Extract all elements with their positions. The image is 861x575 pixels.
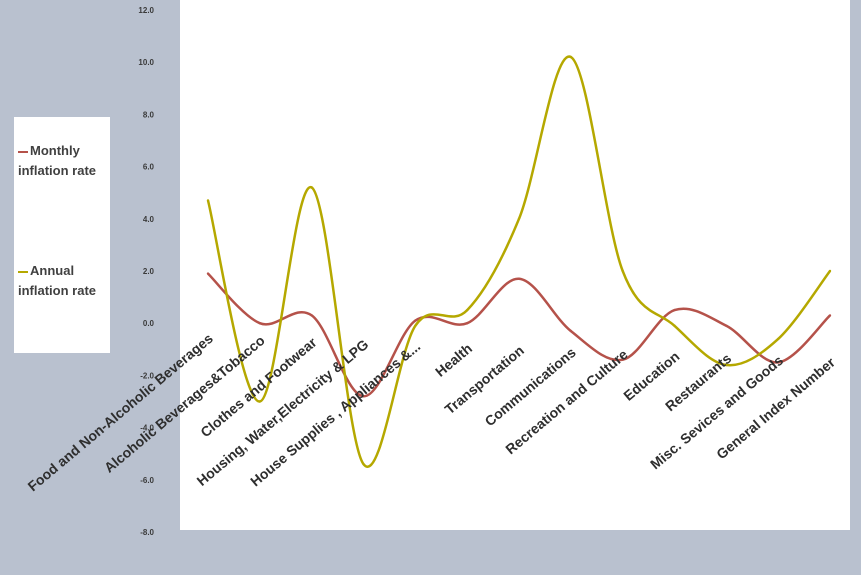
data-point-annual (466, 308, 469, 312)
data-point-annual (206, 199, 210, 202)
y-tick-label: -6.0 (140, 476, 154, 485)
data-point-annual (310, 186, 313, 189)
data-point-monthly (673, 308, 676, 312)
y-tick-label: 4.0 (143, 215, 155, 224)
data-point-annual (517, 217, 521, 220)
legend-swatch-annual (18, 270, 28, 273)
y-tick-label: 10.0 (138, 58, 154, 67)
y-tick-label: -4.0 (140, 424, 154, 433)
y-tick-label: -8.0 (140, 528, 154, 537)
y-tick-label: 0.0 (143, 319, 155, 328)
data-point-annual (258, 400, 261, 403)
data-point-monthly (621, 358, 624, 361)
series-lines (206, 55, 832, 468)
y-tick-label: 8.0 (143, 110, 155, 119)
legend-entry-monthly: Monthly inflation rate (18, 141, 110, 181)
data-point-monthly (569, 329, 572, 333)
legend-entry-annual: Annual inflation rate (18, 261, 110, 301)
legend-label-annual: Annual inflation rate (18, 263, 97, 298)
data-point-annual (777, 337, 780, 341)
data-point-monthly (466, 322, 469, 325)
data-point-annual (725, 363, 728, 367)
data-point-monthly (310, 314, 313, 317)
data-point-annual (621, 269, 624, 273)
data-point-monthly (362, 395, 365, 398)
data-point-annual (569, 55, 572, 59)
series-line-annual (206, 55, 831, 468)
data-point-monthly (517, 277, 521, 280)
data-point-annual (362, 462, 365, 466)
data-point-monthly (725, 324, 728, 327)
y-tick-label: 6.0 (143, 163, 155, 172)
y-tick-label: 2.0 (143, 267, 155, 276)
data-point-monthly (828, 314, 832, 317)
data-point-annual (414, 324, 417, 327)
legend-swatch-monthly (18, 150, 28, 153)
legend-label-monthly: Monthly inflation rate (18, 143, 97, 178)
data-point-monthly (258, 322, 261, 325)
data-point-monthly (777, 361, 780, 364)
data-point-monthly (206, 272, 210, 275)
data-point-annual (673, 324, 676, 327)
y-tick-label: 12.0 (138, 6, 154, 15)
data-point-monthly (414, 319, 417, 322)
y-tick-label: -2.0 (140, 371, 154, 380)
plot-area (180, 0, 850, 530)
data-point-annual (828, 269, 832, 273)
legend: Monthly inflation rate Annual inflation … (14, 117, 110, 353)
y-tick-labels: 12.0 10.0 8.0 6.0 4.0 2.0 0.0 -2.0 -4.0 -6.0 -8.0 (138, 6, 154, 537)
